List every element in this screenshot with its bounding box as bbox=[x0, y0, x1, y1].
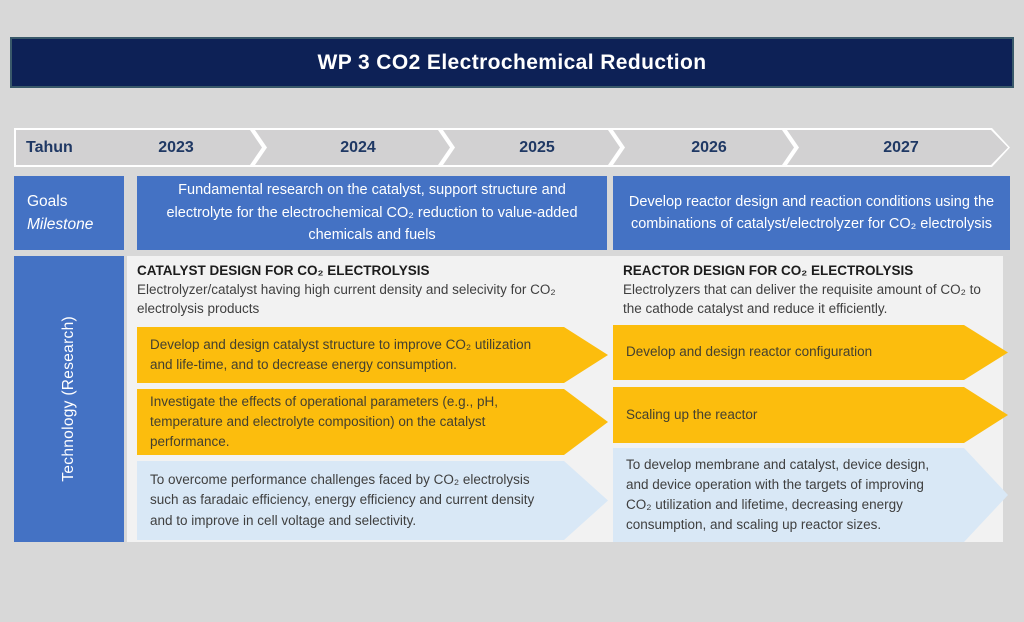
reactor-outcome-text: To develop membrane and catalyst, device… bbox=[626, 456, 930, 533]
catalyst-task-arrow-2: Investigate the effects of operational p… bbox=[137, 389, 608, 455]
timeline-year-2026: 2026 bbox=[691, 138, 727, 156]
catalyst-task-2-text: Investigate the effects of operational p… bbox=[150, 393, 498, 450]
catalyst-task-arrow-1: Develop and design catalyst structure to… bbox=[137, 327, 608, 383]
timeline-label: Tahun bbox=[26, 138, 73, 156]
catalyst-task-1-text: Develop and design catalyst structure to… bbox=[150, 336, 532, 372]
timeline-year-2023: 2023 bbox=[158, 138, 194, 156]
reactor-task-arrow-1: Develop and design reactor configuration bbox=[613, 325, 1008, 380]
timeline-year-2024: 2024 bbox=[340, 138, 376, 156]
catalyst-section-description: Electrolyzer/catalyst having high curren… bbox=[137, 282, 556, 316]
timeline-band bbox=[16, 130, 1008, 165]
page-title: WP 3 CO2 Electrochemical Reduction bbox=[317, 50, 707, 74]
technology-research-row: Technology (Research) CATALYST DESIGN FO… bbox=[0, 256, 1024, 542]
reactor-task-arrow-2: Scaling up the reactor bbox=[613, 387, 1008, 443]
technology-sidebar-label: Technology (Research) bbox=[60, 316, 77, 482]
title-bar: WP 3 CO2 Electrochemical Reduction bbox=[10, 37, 1014, 88]
reactor-section-description: Electrolyzers that can deliver the requi… bbox=[623, 282, 981, 316]
goals-milestone-row-label: Goals Milestone bbox=[14, 176, 124, 250]
goal-left-text: Fundamental research on the catalyst, su… bbox=[166, 182, 578, 244]
milestone-label-text: Milestone bbox=[27, 216, 94, 233]
goal-fundamental-research-box: Fundamental research on the catalyst, su… bbox=[137, 176, 607, 250]
timeline-overlay: Tahun 2023 2024 2025 2026 2027 bbox=[14, 128, 1010, 167]
reactor-task-1-text: Develop and design reactor configuration bbox=[626, 344, 873, 360]
goal-right-text: Develop reactor design and reaction cond… bbox=[628, 193, 995, 232]
timeline: Tahun 2023 2024 2025 2026 2027 bbox=[14, 128, 1010, 167]
catalyst-section-heading: CATALYST DESIGN FOR CO₂ ELECTROLYSIS bbox=[137, 263, 430, 278]
reactor-task-2-text: Scaling up the reactor bbox=[626, 406, 758, 422]
technology-sidebar: Technology (Research) bbox=[14, 256, 124, 542]
goals-label-text: Goals bbox=[27, 192, 68, 210]
goal-reactor-design-box: Develop reactor design and reaction cond… bbox=[613, 176, 1010, 250]
reactor-outcome-arrow: To develop membrane and catalyst, device… bbox=[613, 448, 1008, 542]
reactor-section-heading: REACTOR DESIGN FOR CO₂ ELECTROLYSIS bbox=[623, 263, 914, 278]
timeline-year-2027: 2027 bbox=[883, 138, 919, 156]
timeline-year-2025: 2025 bbox=[519, 138, 555, 156]
catalyst-outcome-text: To overcome performance challenges faced… bbox=[150, 472, 535, 528]
catalyst-outcome-arrow: To overcome performance challenges faced… bbox=[137, 461, 608, 540]
